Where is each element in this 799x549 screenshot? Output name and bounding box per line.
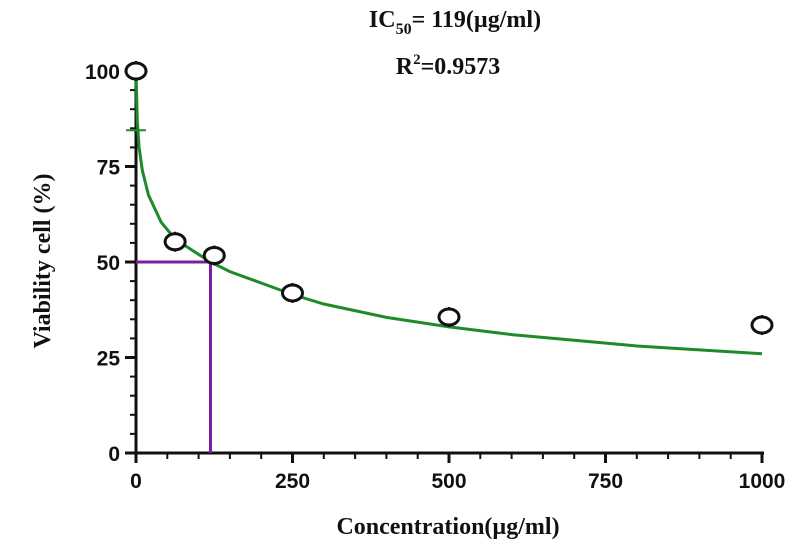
fit-curve <box>134 70 763 356</box>
y-tick-label: 100 <box>85 61 120 84</box>
data-point <box>163 232 187 252</box>
x-tick-label: 1000 <box>739 470 786 493</box>
x-axis-title: Concentration(µg/ml) <box>336 514 559 540</box>
y-tick-label: 0 <box>108 443 120 466</box>
x-tick-label: 0 <box>130 470 142 493</box>
x-tick-label: 250 <box>275 470 310 493</box>
ic50-annotation: IC50= 119(µg/ml) <box>369 7 541 38</box>
y-tick-label: 25 <box>97 348 121 371</box>
y-axis-title: Viability cell (%) <box>30 173 56 348</box>
data-point <box>124 61 148 81</box>
data-point <box>750 315 774 335</box>
x-tick-label: 750 <box>588 470 623 493</box>
r2-annotation: R2=0.9573 <box>396 52 501 80</box>
y-tick-label: 75 <box>97 157 121 180</box>
data-point <box>437 307 461 327</box>
y-tick-label: 50 <box>97 252 120 275</box>
data-point <box>202 246 226 266</box>
data-point <box>281 283 304 303</box>
plot-area: 0 250 500 750 1000 0 25 50 75 100 <box>85 61 785 493</box>
x-tick-label: 500 <box>431 470 466 493</box>
